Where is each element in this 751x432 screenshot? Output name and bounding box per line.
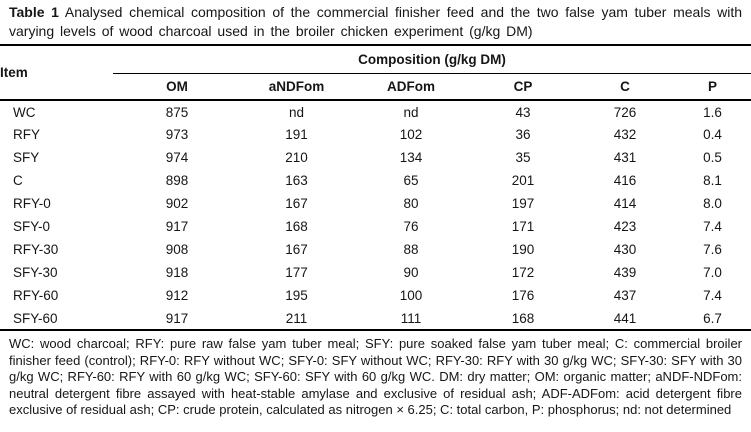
row-item-label: SFY-0 (13, 219, 51, 234)
cell-c: 441 (576, 307, 674, 331)
cell-andfom: 210 (285, 150, 308, 165)
cell-andfom: nd (288, 104, 305, 120)
column-header-cp: CP (470, 73, 576, 101)
cell-andfom: 167 (285, 196, 308, 211)
table-row-sfy: SFY 974 210 134 35 431 0.5 (0, 146, 751, 169)
cell-cp: 197 (511, 196, 535, 211)
cell-c: 437 (613, 288, 637, 303)
group-column-header: Composition (g/kg DM) (113, 46, 751, 74)
cell-p: 7.6 (703, 242, 722, 257)
table-row-rfy-0: RFY-0 902 167 80 197 414 8.0 (0, 192, 751, 215)
cell-c: 431 (613, 150, 637, 165)
cell-p: 1.6 (703, 104, 722, 120)
column-header-adfom: ADFom (352, 73, 470, 101)
column-header-om: OM (113, 73, 241, 101)
cell-p: 7.4 (703, 288, 722, 303)
table-row-sfy-60: SFY-60 917 211 111 168 441 6.7 (0, 307, 751, 331)
table-caption-number: Table 1 (9, 4, 59, 20)
cell-p: 7.0 (703, 265, 722, 280)
cell-c: 416 (613, 173, 637, 188)
cell-andfom: 177 (285, 265, 308, 280)
header-group-row: Item Composition (g/kg DM) (0, 46, 751, 101)
table-header: Item Composition (g/kg DM) OM aNDFom ADF… (0, 46, 751, 101)
cell-adfom: 76 (403, 219, 419, 234)
cell-p: 7.4 (703, 219, 722, 234)
cell-adfom: 100 (399, 288, 423, 303)
cell-c: 430 (613, 242, 637, 257)
cell-om: 917 (165, 219, 189, 234)
row-item-label: RFY-60 (13, 288, 59, 303)
cell-adfom: 134 (399, 150, 423, 165)
cell-adfom: 88 (403, 242, 419, 257)
cell-p: 0.5 (703, 150, 722, 165)
cell-om: 973 (165, 127, 189, 142)
cell-om: 974 (165, 150, 189, 165)
table-caption-text: Analysed chemical composition of the com… (9, 4, 743, 39)
cell-cp: 36 (515, 127, 531, 142)
cell-adfom: 111 (352, 307, 470, 331)
cell-cp: 43 (515, 104, 531, 120)
table-row-rfy-60: RFY-60 912 195 100 176 437 7.4 (0, 284, 751, 307)
cell-om: 912 (165, 288, 189, 303)
column-header-p: P (674, 73, 751, 101)
table-row-rfy-30: RFY-30 908 167 88 190 430 7.6 (0, 238, 751, 261)
cell-andfom: 191 (285, 127, 308, 142)
row-item-label: C (13, 173, 23, 188)
cell-andfom: 163 (285, 173, 308, 188)
column-header-c: C (576, 73, 674, 101)
row-item-label: SFY-60 (0, 307, 113, 331)
cell-p: 8.0 (703, 196, 722, 211)
cell-cp: 201 (511, 173, 535, 188)
row-item-label: RFY-0 (13, 196, 51, 211)
cell-adfom: 80 (403, 196, 419, 211)
cell-c: 726 (613, 104, 637, 120)
cell-c: 423 (613, 219, 637, 234)
cell-cp: 172 (511, 265, 535, 280)
cell-p: 0.4 (703, 127, 722, 142)
table-body: WC 875 nd nd 43 726 1.6 RFY 973 191 102 … (0, 100, 751, 331)
cell-andfom: 195 (285, 288, 308, 303)
row-item-label: RFY-30 (13, 242, 59, 257)
cell-om: 908 (165, 242, 189, 257)
cell-p: 6.7 (674, 307, 751, 331)
row-item-label: SFY (13, 150, 40, 165)
table-caption: Table 1 Analysed chemical composition of… (0, 0, 751, 46)
cell-om: 902 (165, 196, 189, 211)
cell-cp: 171 (511, 219, 535, 234)
table-row-rfy: RFY 973 191 102 36 432 0.4 (0, 123, 751, 146)
row-item-label: WC (13, 104, 36, 120)
cell-adfom: 102 (399, 127, 423, 142)
cell-om: 917 (113, 307, 241, 331)
cell-cp: 176 (511, 288, 535, 303)
cell-c: 414 (613, 196, 637, 211)
table-footnote: WC: wood charcoal; RFY: pure raw false y… (9, 336, 742, 417)
table-row-c: C 898 163 65 201 416 8.1 (0, 169, 751, 192)
table-row-wc: WC 875 nd nd 43 726 1.6 (0, 100, 751, 123)
cell-adfom: 90 (403, 265, 419, 280)
cell-p: 8.1 (703, 173, 722, 188)
row-item-label: RFY (13, 127, 40, 142)
cell-cp: 168 (470, 307, 576, 331)
table-row-sfy-30: SFY-30 918 177 90 172 439 7.0 (0, 261, 751, 284)
cell-andfom: 211 (241, 307, 352, 331)
cell-cp: 35 (515, 150, 531, 165)
cell-andfom: 168 (285, 219, 308, 234)
row-item-label: SFY-30 (13, 265, 58, 280)
cell-adfom: nd (403, 104, 419, 120)
cell-om: 875 (165, 104, 189, 120)
cell-om: 918 (165, 265, 189, 280)
cell-om: 898 (165, 173, 189, 188)
table-row-sfy-0: SFY-0 917 168 76 171 423 7.4 (0, 215, 751, 238)
cell-c: 432 (613, 127, 637, 142)
cell-adfom: 65 (403, 173, 419, 188)
header-columns-row: OM aNDFom ADFom CP C P (0, 73, 751, 101)
item-column-header: Item (0, 46, 113, 101)
composition-table: Item Composition (g/kg DM) OM aNDFom ADF… (0, 46, 751, 331)
column-header-andfom: aNDFom (241, 73, 352, 101)
cell-cp: 190 (511, 242, 535, 257)
cell-c: 439 (613, 265, 637, 280)
cell-andfom: 167 (285, 242, 308, 257)
